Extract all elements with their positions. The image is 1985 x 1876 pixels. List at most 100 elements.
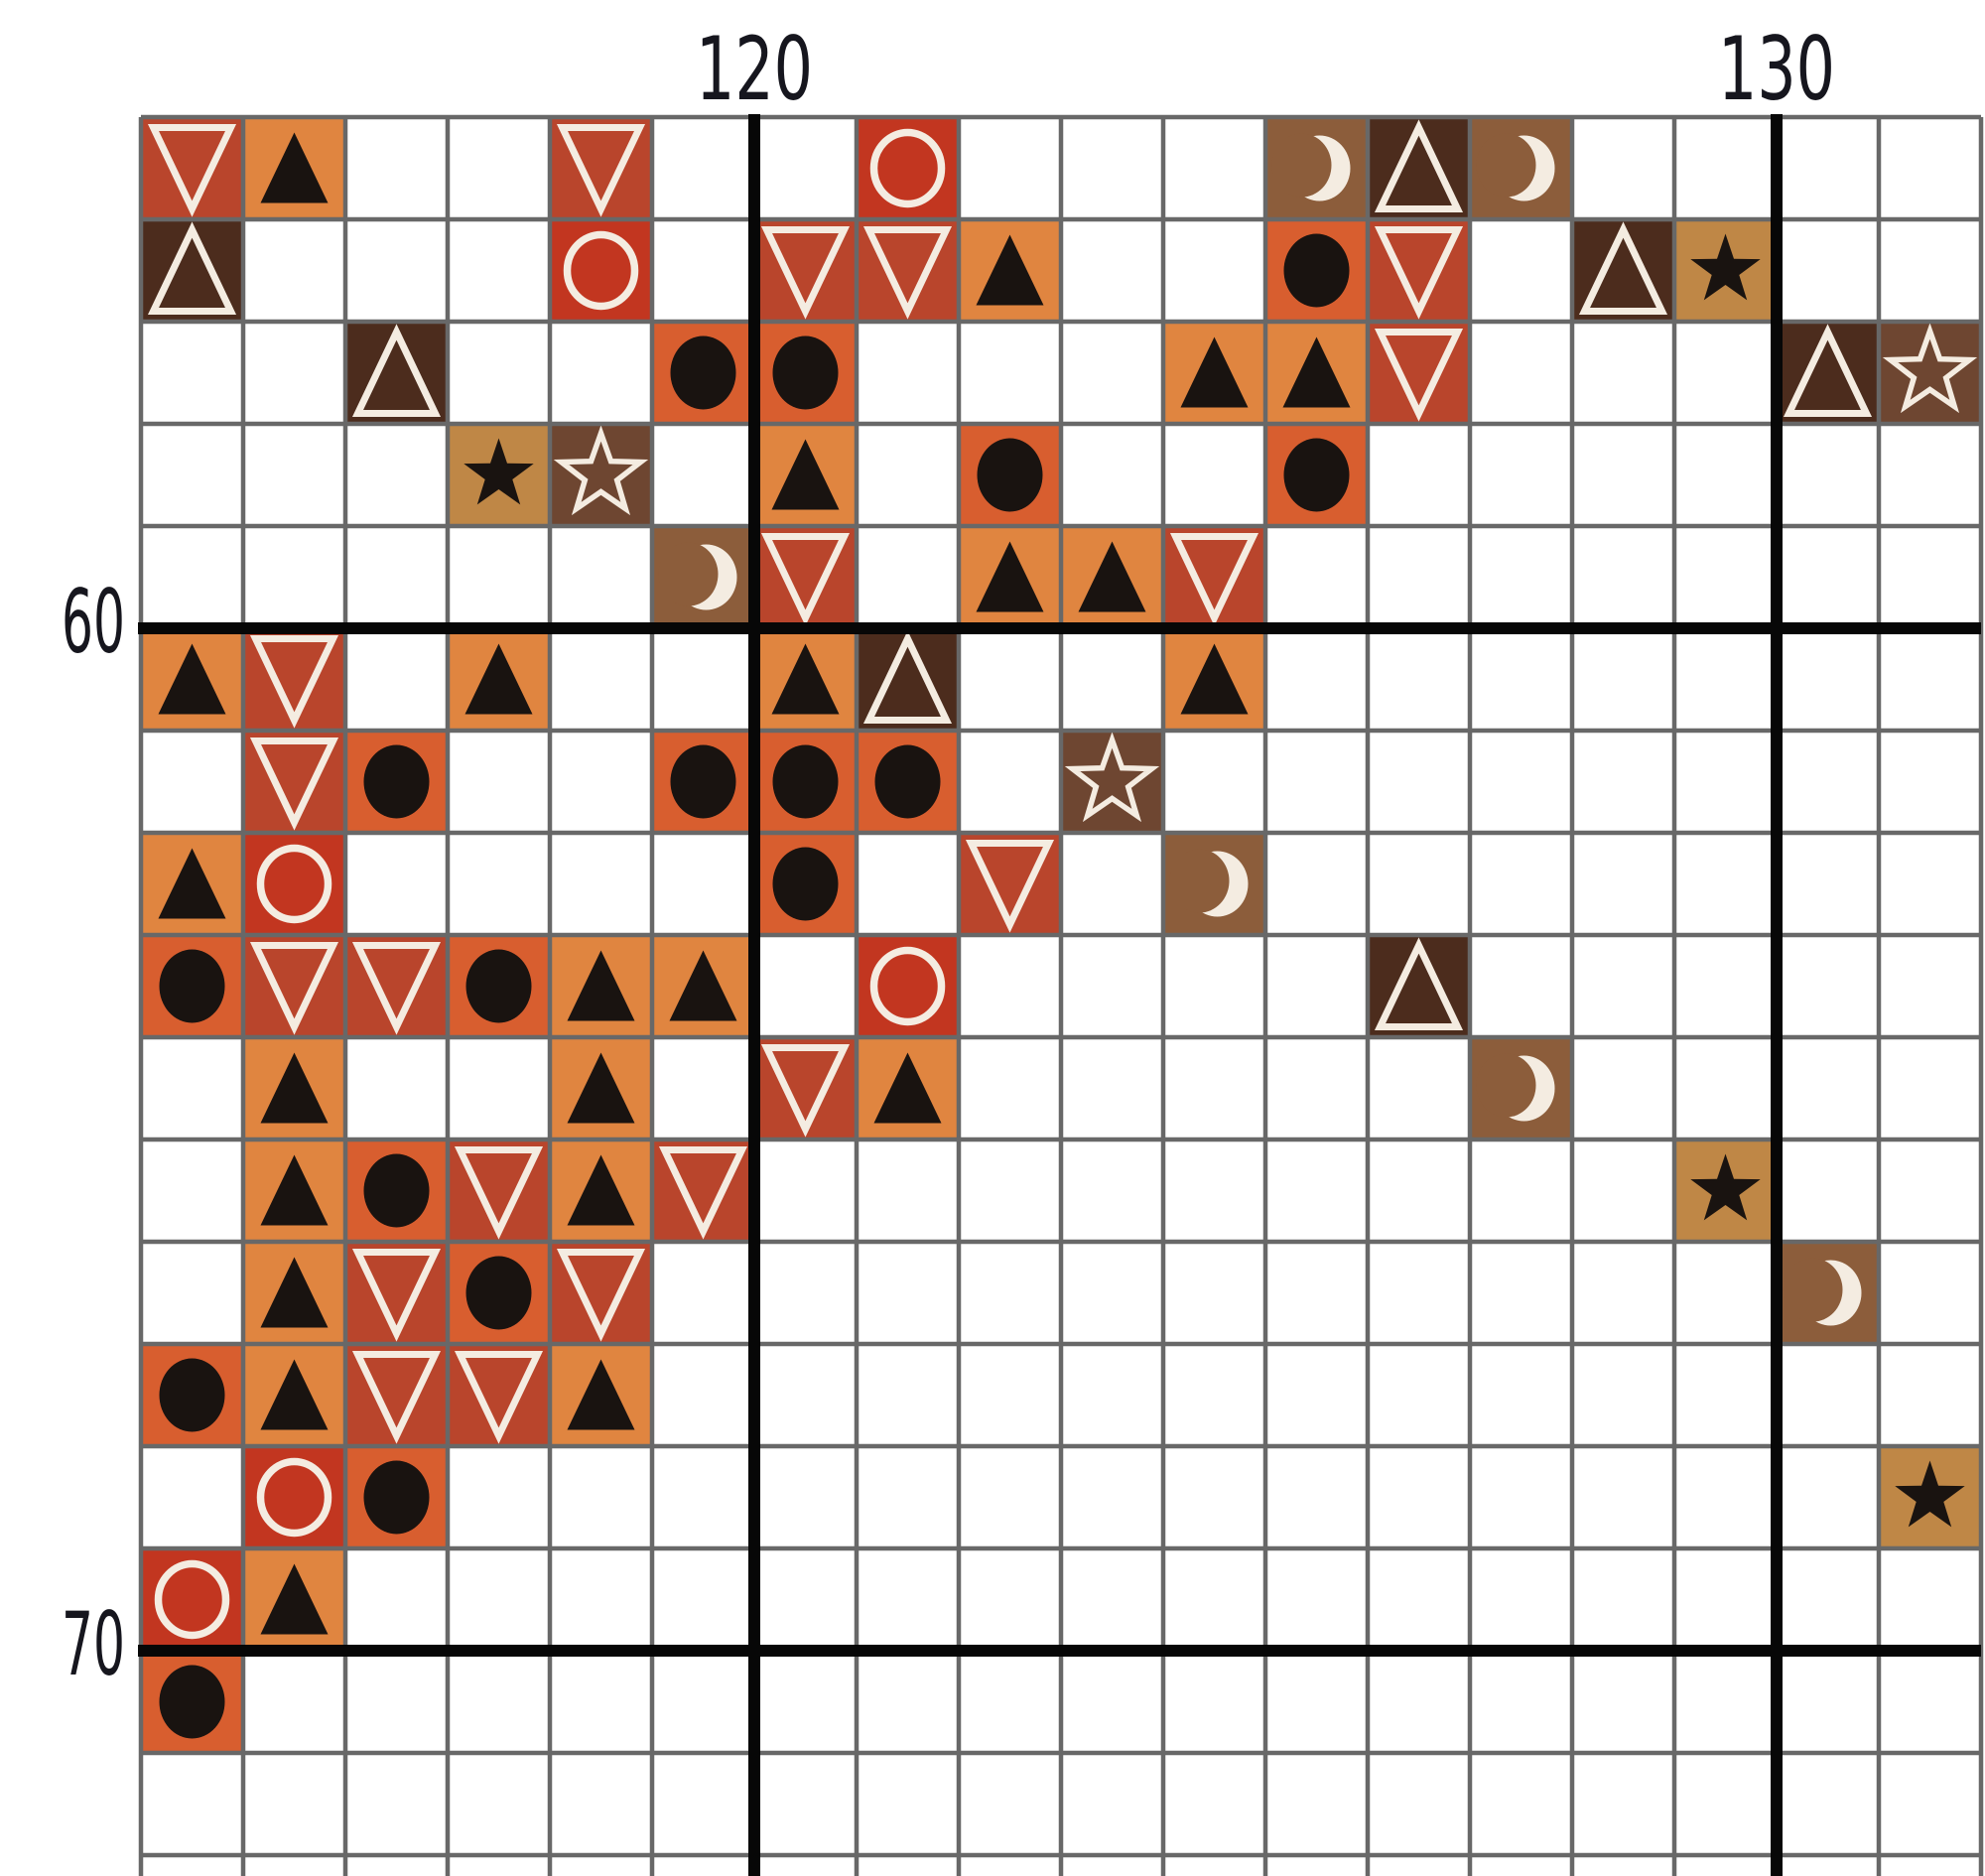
symbol-solid-star [1690, 1153, 1761, 1221]
symbol-solid-circle [363, 1460, 430, 1535]
symbol-outline-triangle-down [351, 942, 442, 1035]
symbol-solid-circle [670, 744, 736, 819]
circle-icon [363, 1460, 430, 1535]
symbol-solid-circle [977, 438, 1043, 512]
circle-icon [772, 847, 839, 921]
symbol-solid-circle [363, 1153, 430, 1228]
symbol-solid-triangle-up [464, 643, 533, 715]
symbol-solid-triangle-up [567, 1359, 635, 1430]
triangle-down-outline-icon [1374, 226, 1464, 320]
symbol-solid-circle [465, 1256, 532, 1330]
symbol-solid-triangle-up [771, 439, 840, 510]
symbol-solid-triangle-up [567, 950, 635, 1021]
symbol-outline-triangle-up [862, 630, 953, 724]
symbol-solid-triangle-up [260, 1052, 329, 1124]
circle-icon [1283, 438, 1350, 512]
symbol-solid-circle [363, 744, 430, 819]
triangle-up-icon [260, 1154, 329, 1226]
triangle-up-icon [260, 1052, 329, 1124]
symbol-solid-triangle-up [1078, 541, 1146, 612]
star-icon [1895, 1460, 1965, 1528]
crescent-moon-cutout [658, 542, 719, 606]
triangle-up-icon [1282, 336, 1351, 408]
crescent-moon-cutout [1271, 133, 1332, 198]
triangle-up-icon [1078, 541, 1146, 612]
triangle-up-icon [567, 1052, 635, 1124]
symbol-outline-triangle-up [1783, 324, 1873, 417]
circle-outline-icon [256, 1457, 332, 1538]
x-axis-tick-label-130: 130 [1718, 18, 1835, 120]
gridlines-bold [138, 114, 1981, 1876]
triangle-down-outline-icon [249, 635, 339, 729]
triangle-down-outline-icon [760, 226, 851, 320]
circle-icon [772, 744, 839, 819]
circle-icon [670, 744, 736, 819]
symbol-outline-star [553, 425, 649, 516]
triangle-up-outline-icon [147, 221, 237, 315]
symbol-solid-triangle-up [158, 643, 226, 715]
symbol-solid-triangle-up [1180, 643, 1249, 715]
circle-icon [159, 1665, 225, 1739]
triangle-up-icon [158, 643, 226, 715]
symbol-solid-circle [159, 1358, 225, 1432]
symbol-outline-triangle-down [760, 226, 851, 320]
triangle-up-icon [158, 848, 226, 919]
symbol-outline-triangle-up [147, 221, 237, 315]
star-outline-icon [1064, 732, 1160, 823]
triangle-up-icon [976, 234, 1044, 306]
star-outline-icon [1882, 323, 1978, 414]
crescent-moon-cutout [1476, 1053, 1536, 1118]
symbol-solid-triangle-up [669, 950, 737, 1021]
triangle-up-icon [260, 132, 329, 203]
symbol-solid-triangle-up [976, 541, 1044, 612]
symbol-outline-star [1882, 323, 1978, 414]
symbol-outline-triangle-down [454, 1146, 544, 1240]
symbol-solid-circle [465, 949, 532, 1023]
circle-outline-icon [256, 844, 332, 924]
circle-icon [977, 438, 1043, 512]
symbol-outline-triangle-down [862, 226, 953, 320]
triangle-up-icon [976, 541, 1044, 612]
triangle-down-outline-icon [454, 1146, 544, 1240]
symbol-outline-triangle-down [249, 737, 339, 831]
circle-icon [1283, 233, 1350, 308]
triangle-up-icon [1180, 336, 1249, 408]
triangle-down-outline-icon [147, 124, 237, 217]
symbol-crescent-moon [1476, 133, 1555, 201]
circle-icon [159, 949, 225, 1023]
symbol-outline-triangle-down [658, 1146, 748, 1240]
triangle-up-icon [1180, 643, 1249, 715]
star-icon [1690, 233, 1761, 301]
y-axis-tick-label-60: 60 [62, 571, 125, 673]
triangle-up-outline-icon [1374, 119, 1464, 212]
triangle-up-outline-icon [862, 630, 953, 724]
triangle-up-icon [873, 1052, 942, 1124]
symbol-outline-triangle-down [147, 124, 237, 217]
triangle-down-outline-icon [1169, 533, 1259, 626]
triangle-down-outline-icon [249, 942, 339, 1035]
symbol-outline-triangle-down [556, 124, 646, 217]
symbol-solid-triangle-up [158, 848, 226, 919]
triangle-down-outline-icon [658, 1146, 748, 1240]
circle-icon [465, 949, 532, 1023]
y-axis-tick-label-70: 70 [62, 1593, 125, 1695]
triangle-up-icon [260, 1563, 329, 1635]
symbol-crescent-moon [658, 542, 737, 610]
symbol-outline-triangle-down [1374, 329, 1464, 422]
triangle-down-outline-icon [1374, 329, 1464, 422]
star-icon [1690, 1153, 1761, 1221]
circle-outline-icon [869, 128, 946, 208]
symbol-solid-circle [772, 847, 839, 921]
pattern-cells [141, 117, 1981, 1753]
symbol-solid-triangle-up [771, 643, 840, 715]
triangle-down-outline-icon [351, 942, 442, 1035]
symbol-outline-triangle-down [249, 635, 339, 729]
star-outline-icon [553, 425, 649, 516]
symbol-solid-circle [1283, 438, 1350, 512]
triangle-up-outline-icon [1374, 937, 1464, 1030]
triangle-down-outline-icon [351, 1351, 442, 1444]
symbol-solid-circle [670, 335, 736, 410]
triangle-down-outline-icon [556, 1249, 646, 1342]
